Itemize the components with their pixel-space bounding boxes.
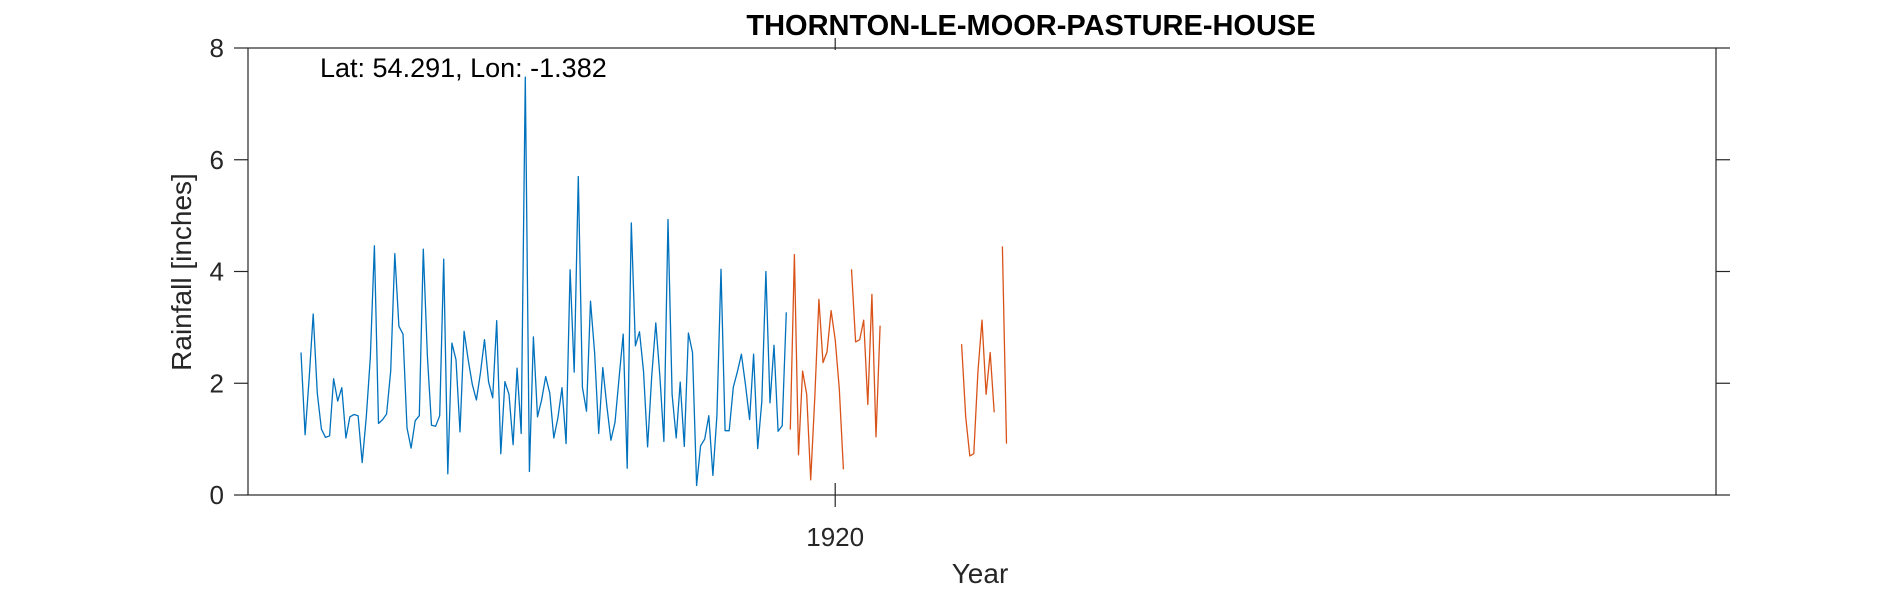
series-layer [300, 76, 1008, 487]
ticks-layer: 0 2 4 6 8 1920 [210, 33, 1730, 552]
series-line-1 [300, 76, 787, 487]
y-tick-label: 2 [210, 368, 224, 398]
location-annotation: Lat: 54.291, Lon: -1.382 [320, 53, 607, 83]
y-axis-title: Rainfall [inches] [166, 173, 197, 371]
axes-layer [247, 47, 1717, 496]
x-axis-title: Year [952, 558, 1009, 589]
series-line-2 [789, 246, 1008, 481]
y-tick-label: 8 [210, 33, 224, 63]
chart-title: THORNTON-LE-MOOR-PASTURE-HOUSE [746, 10, 1315, 42]
y-tick-label: 0 [210, 480, 224, 510]
plot-frame [247, 47, 1717, 496]
y-tick-label: 6 [210, 145, 224, 175]
y-tick-label: 4 [210, 257, 224, 287]
x-tick-label: 1920 [806, 522, 864, 552]
